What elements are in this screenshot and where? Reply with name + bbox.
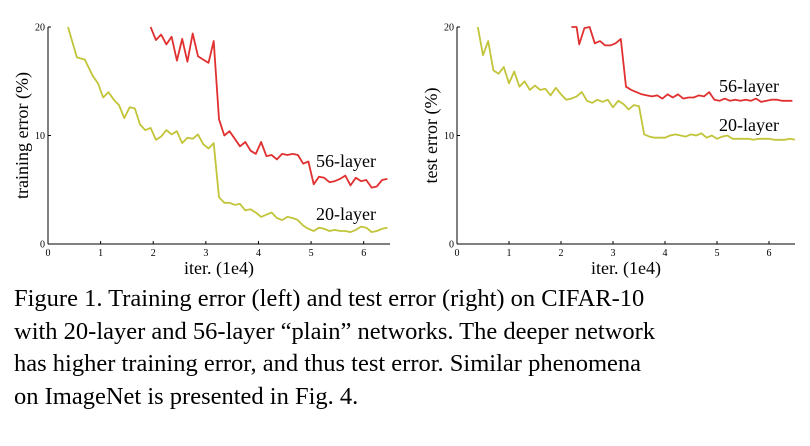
y-tick-label: 20 bbox=[35, 23, 45, 34]
x-tick-label: 1 bbox=[98, 248, 103, 259]
training-error-chart: 0 1 2 3 4 5 6 0 10 20 iter. (1e4) training error (%… bbox=[12, 23, 390, 279]
y-tick-label: 0 bbox=[40, 240, 45, 251]
series-line-56-layer bbox=[149, 26, 388, 189]
y-tick-label: 20 bbox=[444, 23, 454, 34]
y-axis-title: training error (%) bbox=[12, 72, 33, 199]
series-label-56-layer: 56-layer bbox=[316, 151, 376, 171]
y-axis-title: test error (%) bbox=[421, 88, 442, 184]
caption-line: with 20-layer and 56-layer “plain” netwo… bbox=[14, 317, 656, 345]
x-tick-label: 3 bbox=[203, 248, 208, 259]
x-tick-label: 5 bbox=[309, 248, 314, 259]
series-line-20-layer bbox=[67, 26, 388, 234]
x-tick-label: 3 bbox=[611, 248, 616, 259]
y-tick-label: 0 bbox=[449, 240, 454, 251]
x-tick-label: 4 bbox=[256, 248, 261, 259]
x-axis-title: iter. (1e4) bbox=[591, 258, 661, 279]
series-label-20-layer: 20-layer bbox=[316, 204, 376, 224]
series-line-56-layer bbox=[571, 26, 793, 103]
series-line-20-layer bbox=[476, 26, 796, 141]
x-tick-label: 5 bbox=[715, 248, 720, 259]
x-tick-label: 0 bbox=[455, 248, 460, 259]
y-tick-label: 10 bbox=[444, 131, 454, 142]
figure-caption: Figure 1. Training error (left) and test… bbox=[14, 283, 804, 413]
series-label-56-layer: 56-layer bbox=[719, 76, 779, 96]
caption-line: Figure 1. Training error (left) and test… bbox=[14, 285, 645, 312]
x-tick-label: 6 bbox=[767, 248, 772, 259]
x-tick-label: 2 bbox=[151, 248, 156, 259]
x-tick-label: 4 bbox=[663, 248, 668, 259]
x-tick-label: 6 bbox=[361, 248, 366, 259]
test-error-chart: 0 1 2 3 4 5 6 0 10 20 iter. (1e4) test error (%) 56-… bbox=[421, 23, 796, 279]
x-tick-label: 1 bbox=[507, 248, 512, 259]
series-label-20-layer: 20-layer bbox=[719, 115, 779, 135]
caption-line: on ImageNet is presented in Fig. 4. bbox=[14, 382, 359, 410]
x-tick-label: 2 bbox=[559, 248, 564, 259]
y-tick-label: 10 bbox=[35, 131, 45, 142]
x-axis-title: iter. (1e4) bbox=[184, 258, 254, 279]
x-tick-label: 0 bbox=[46, 248, 51, 259]
caption-line: has higher training error, and thus test… bbox=[14, 350, 641, 377]
